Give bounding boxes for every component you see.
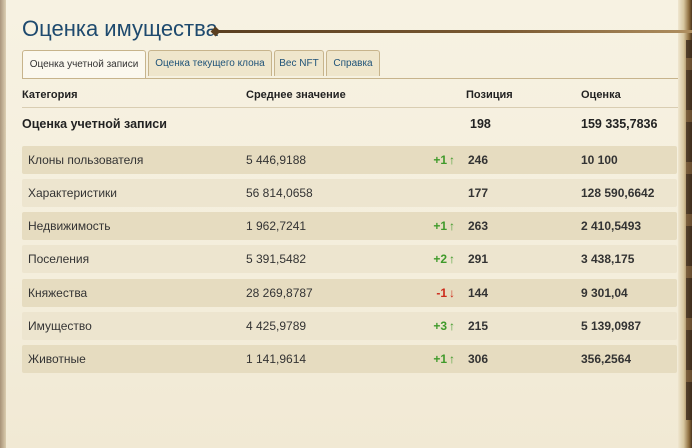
tab-help[interactable]: Справка	[326, 50, 380, 76]
change-value: +2	[433, 252, 447, 266]
tab-bar: Оценка учетной записи Оценка текущего кл…	[22, 50, 678, 79]
row-position: 144	[468, 286, 489, 300]
summary-score: 159 335,7836	[581, 117, 658, 131]
arrow-up-icon: ↑	[449, 352, 455, 366]
arrow-up-icon: ↑	[449, 153, 455, 167]
row-position-change: +1 ↑	[433, 352, 455, 366]
change-value: -1	[436, 286, 447, 300]
arrow-up-icon: ↑	[449, 252, 455, 266]
row-average: 1 141,9614	[246, 352, 307, 366]
row-average: 5 446,9188	[246, 153, 307, 167]
row-score: 9 301,04	[581, 286, 628, 300]
table-row: Характеристики 56 814,0658 177 128 590,6642	[22, 179, 677, 207]
row-category: Животные	[28, 352, 86, 366]
row-position: 177	[468, 186, 489, 200]
row-position: 291	[468, 252, 489, 266]
tab-nft-weight[interactable]: Вес NFT	[274, 50, 324, 76]
row-position-change: +1 ↑	[433, 153, 455, 167]
tab-current-clone-score[interactable]: Оценка текущего клона	[148, 50, 272, 76]
row-category: Недвижимость	[28, 219, 111, 233]
row-category: Княжества	[28, 286, 88, 300]
summary-label: Оценка учетной записи	[22, 117, 167, 131]
row-score: 3 438,175	[581, 252, 635, 266]
row-score: 128 590,6642	[581, 186, 655, 200]
row-position: 263	[468, 219, 489, 233]
row-score: 10 100	[581, 153, 618, 167]
row-category: Клоны пользователя	[28, 153, 144, 167]
row-average: 4 425,9789	[246, 319, 307, 333]
row-category: Характеристики	[28, 186, 117, 200]
left-edge-decoration	[0, 0, 6, 448]
page-title: Оценка имущества	[22, 16, 218, 41]
row-position-change: -1 ↓	[436, 286, 455, 300]
table-row: Недвижимость 1 962,7241 263 2 410,5493 +1 ↑	[22, 212, 677, 240]
header-divider	[22, 107, 678, 108]
row-category: Имущество	[28, 319, 92, 333]
row-average: 5 391,5482	[246, 252, 307, 266]
header-score: Оценка	[581, 89, 621, 101]
change-value: +3	[433, 319, 447, 333]
header-category: Категория	[22, 89, 78, 101]
table-row: Княжества 28 269,8787 144 9 301,04 -1 ↓	[22, 279, 677, 307]
arrow-down-icon: ↓	[449, 286, 455, 300]
arrow-up-icon: ↑	[449, 319, 455, 333]
header-position: Позиция	[466, 89, 513, 101]
change-value: +1	[433, 352, 447, 366]
title-rule	[218, 30, 692, 33]
row-position-change: +3 ↑	[433, 319, 455, 333]
change-value: +1	[433, 153, 447, 167]
row-score: 2 410,5493	[581, 219, 642, 233]
tab-account-score[interactable]: Оценка учетной записи	[22, 50, 146, 78]
table-row: Поселения 5 391,5482 291 3 438,175 +2 ↑	[22, 245, 677, 273]
row-position-change: +1 ↑	[433, 219, 455, 233]
table-row: Клоны пользователя 5 446,9188 246 10 100 +1 ↑	[22, 146, 677, 174]
row-category: Поселения	[28, 252, 90, 266]
row-average: 56 814,0658	[246, 186, 313, 200]
row-position: 246	[468, 153, 489, 167]
right-edge-decoration	[678, 0, 692, 448]
row-position: 306	[468, 352, 489, 366]
row-score: 356,2564	[581, 352, 632, 366]
header-average: Среднее значение	[246, 89, 346, 101]
row-average: 1 962,7241	[246, 219, 307, 233]
row-position: 215	[468, 319, 489, 333]
change-value: +1	[433, 219, 447, 233]
row-score: 5 139,0987	[581, 319, 642, 333]
summary-position: 198	[470, 117, 491, 131]
table-row: Имущество 4 425,9789 215 5 139,0987 +3 ↑	[22, 312, 677, 340]
table-row: Животные 1 141,9614 306 356,2564 +1 ↑	[22, 345, 677, 373]
row-position-change: +2 ↑	[433, 252, 455, 266]
row-average: 28 269,8787	[246, 286, 313, 300]
title-bar: Оценка имущества	[22, 16, 692, 48]
arrow-up-icon: ↑	[449, 219, 455, 233]
